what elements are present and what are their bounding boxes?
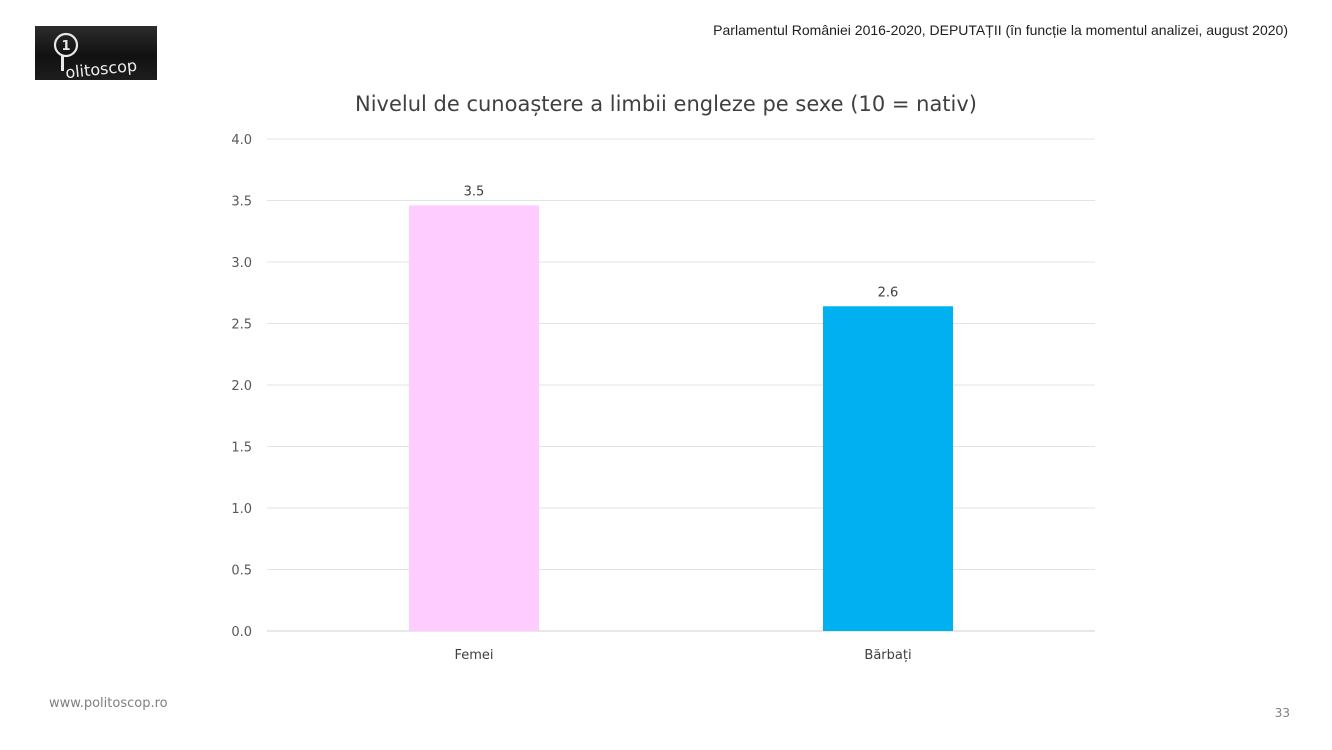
y-tick-label: 3.5 [231,195,252,210]
data-label: 2.6 [878,285,899,300]
chart-gridlines [267,138,1095,632]
y-tick-label: 2.0 [231,379,252,394]
y-tick-label: 4.0 [231,133,252,148]
data-label: 3.5 [464,184,485,199]
header-caption: Parlamentul României 2016-2020, DEPUTAȚI… [713,22,1288,38]
politoscop-logo[interactable]: 1 olitoscop [35,26,157,80]
bar [409,205,539,632]
y-tick-label: 1.5 [231,441,252,456]
y-tick-label: 2.5 [231,318,252,333]
chart-bars [409,205,953,632]
page-number: 33 [1274,706,1290,720]
category-label: Femei [454,648,493,663]
logo-graphic: 1 olitoscop [53,32,138,80]
y-tick-label: 1.0 [231,502,252,517]
bar [823,306,953,631]
chart-title: Nivelul de cunoaștere a limbii engleze p… [354,92,977,116]
chart-labels: 3.5 Femei 2.6 Bărbați [454,184,911,663]
y-tick-label: 3.0 [231,256,252,271]
y-tick-label: 0.0 [231,625,252,640]
footer-url[interactable]: www.politoscop.ro [49,696,168,711]
svg-text:1: 1 [61,39,70,54]
category-label: Bărbați [864,648,911,663]
y-axis-ticks: 0.0 0.5 1.0 1.5 2.0 2.5 3.0 3.5 4.0 [231,133,252,640]
y-tick-label: 0.5 [231,564,252,579]
